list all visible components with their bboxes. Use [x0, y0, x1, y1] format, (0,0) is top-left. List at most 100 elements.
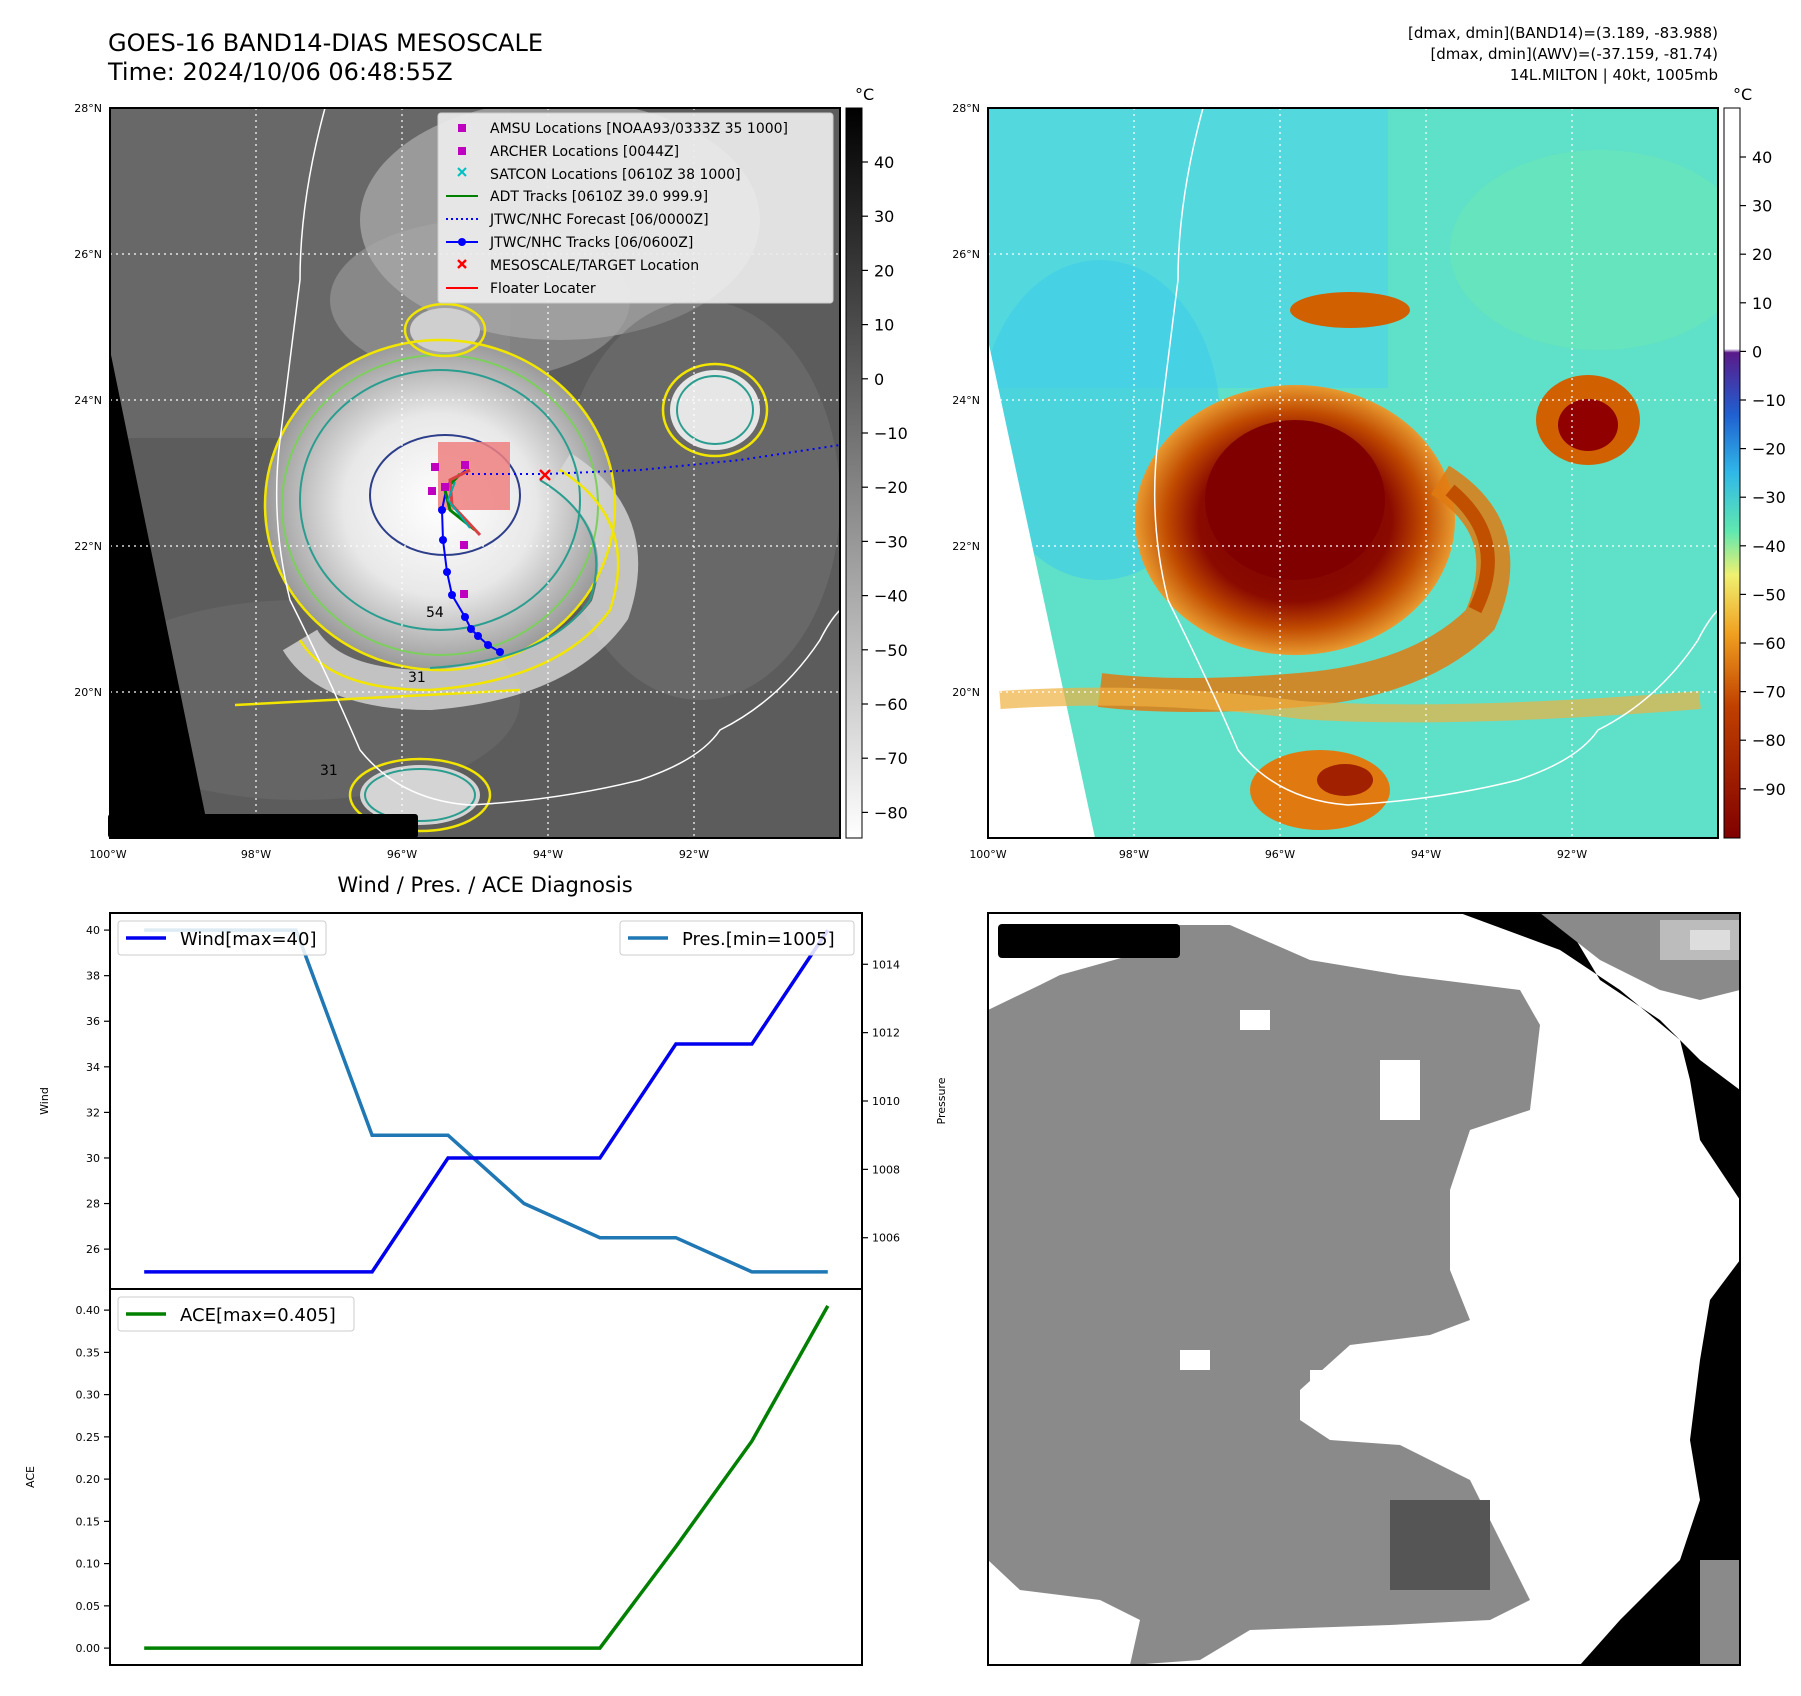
diagnosis-title: Wind / Pres. / ACE Diagnosis	[337, 873, 632, 897]
colorbar-tick-label: 40	[874, 153, 894, 172]
legend-target-x-icon	[457, 259, 467, 269]
pressure-legend: Pres.[min=1005]	[619, 920, 855, 956]
colorbar-unit: °C	[855, 85, 874, 104]
awv-lat-labels: 28°N 26°N 24°N 22°N 20°N	[952, 102, 980, 699]
colorbar-tick-label: −40	[1752, 537, 1786, 556]
awv-lon-labels: 100°W 98°W 96°W 94°W 92°W	[969, 848, 1587, 861]
colorbar-unit: °C	[1733, 85, 1752, 104]
ace-tick-label: 0.20	[76, 1473, 101, 1486]
ace-series-line	[144, 1305, 830, 1650]
wmg-badge	[998, 924, 1180, 958]
lon-label: 92°W	[679, 848, 709, 861]
legend-archer-square-icon	[458, 147, 466, 155]
contour-label: 54	[426, 605, 444, 621]
stats-awv: [dmax, dmin](AWV)=(-37.159, -81.74)	[1430, 45, 1718, 63]
colorbar-tick-label: −80	[1752, 731, 1786, 750]
colorbar-tick-label: −10	[1752, 391, 1786, 410]
wmg-dark-region	[1390, 1500, 1490, 1590]
colorbar-tick-label: 20	[874, 261, 894, 280]
lon-label: 98°W	[1119, 848, 1149, 861]
ace-tick-label: 0.35	[76, 1346, 101, 1359]
legend-jtwc: JTWC/NHC Tracks [06/0600Z]	[489, 235, 693, 251]
colorbar-tick-label: 0	[1752, 342, 1762, 361]
lon-label: 96°W	[387, 848, 417, 861]
band14-map-frame	[109, 107, 841, 839]
colorbar-tick-label: −60	[874, 695, 908, 714]
target-marker	[539, 469, 551, 481]
pressure-legend-label: Pres.[min=1005]	[682, 929, 835, 950]
legend-satcon-x-icon	[457, 167, 467, 177]
pressure-tick-label: 1012	[872, 1027, 900, 1040]
wind-tick-label: 38	[86, 970, 100, 983]
ace-legend-label: ACE[max=0.405]	[180, 1305, 336, 1326]
legend-amsu: AMSU Locations [NOAA93/0333Z 35 1000]	[490, 121, 788, 137]
wind-pressure-chart: Wind Pressure 26 28 30 32 34 36 38 40 1006 1008 1…	[38, 912, 948, 1290]
lat-label: 22°N	[952, 540, 980, 553]
band14-colorbar: °C 40 30 20 10 0 −10 −20 −30 −40 −50 −60 −70 −80	[845, 85, 908, 839]
colorbar-tick-label: 0	[874, 370, 884, 389]
legend-adt: ADT Tracks [0610Z 39.0 999.9]	[490, 189, 708, 205]
pressure-tick-label: 1008	[872, 1163, 900, 1176]
legend-target: MESOSCALE/TARGET Location	[490, 258, 699, 274]
colorbar-tick-label: −40	[874, 587, 908, 606]
ace-frame	[109, 1288, 863, 1666]
colorbar-tick-label: −10	[874, 424, 908, 443]
legend-floater: Floater Locater	[490, 281, 596, 297]
ace-tick-label: 0.25	[76, 1431, 101, 1444]
colorbar-tick-label: 10	[874, 316, 894, 335]
colorbar-tick-label: −70	[874, 749, 908, 768]
colorbar-tick-label: 40	[1752, 148, 1772, 167]
legend-forecast: JTWC/NHC Forecast [06/0000Z]	[489, 212, 709, 228]
lon-label: 96°W	[1265, 848, 1295, 861]
pressure-tick-label: 1006	[872, 1232, 900, 1245]
stats-storm: 14L.MILTON | 40kt, 1005mb	[1510, 66, 1718, 84]
stats-band14: [dmax, dmin](BAND14)=(3.189, -83.988)	[1408, 24, 1718, 42]
colorbar-tick-label: −90	[1752, 780, 1786, 799]
colorbar-tick-label: −50	[874, 641, 908, 660]
contour-label: 31	[408, 670, 426, 686]
colorbar-tick-label: −80	[874, 803, 908, 822]
pressure-tick-label: 1014	[872, 958, 900, 971]
wind-tick-label: 32	[86, 1106, 100, 1119]
legend-jtwc-dot-icon	[458, 238, 466, 246]
lat-label: 20°N	[952, 686, 980, 699]
colorbar-tick-label: −60	[1752, 634, 1786, 653]
wind-legend: Wind[max=40]	[117, 920, 327, 956]
wind-pressure-frame	[109, 912, 863, 1290]
colorbar-tick-label: 10	[1752, 294, 1772, 313]
colorbar-tick-label: 30	[874, 207, 894, 226]
ace-axis-label: ACE	[24, 1466, 37, 1488]
contour-label: 31	[320, 763, 338, 779]
wind-tick-label: 34	[86, 1061, 100, 1074]
amsu-markers	[428, 461, 469, 598]
wind-legend-label: Wind[max=40]	[180, 929, 317, 950]
wmg-frame	[987, 912, 1741, 1666]
wind-tick-label: 36	[86, 1015, 100, 1028]
awv-map	[988, 108, 1718, 838]
figure-time: Time: 2024/10/06 06:48:55Z	[107, 58, 453, 86]
legend-archer: ARCHER Locations [0044Z]	[490, 144, 679, 160]
map-legend: AMSU Locations [NOAA93/0333Z 35 1000] AR…	[437, 112, 834, 304]
ace-chart: ACE 0.00 0.05 0.10 0.15 0.20 0.25 0.30 0.35 0.40…	[24, 1288, 863, 1666]
lon-label: 92°W	[1557, 848, 1587, 861]
awv-map-frame	[987, 107, 1719, 839]
lon-label: 100°W	[89, 848, 126, 861]
ace-legend: ACE[max=0.405]	[117, 1296, 355, 1332]
lat-label: 28°N	[952, 102, 980, 115]
lon-label: 98°W	[241, 848, 271, 861]
wmg-panel: WMG Count: 0	[987, 912, 1741, 1666]
awv-grid	[988, 108, 1718, 838]
wind-axis-label: Wind	[38, 1087, 51, 1115]
ace-tick-label: 0.10	[76, 1558, 101, 1571]
colorbar-tick-label: −30	[874, 532, 908, 551]
ace-tick-label: 0.15	[76, 1515, 101, 1528]
legend-satcon: SATCON Locations [0610Z 38 1000]	[490, 167, 741, 183]
satcon-track	[446, 481, 471, 529]
copyright-text: Copyright © 2020-2024 Dapiya	[112, 818, 374, 836]
band14-lon-labels: 100°W 98°W 96°W 94°W 92°W	[89, 848, 709, 861]
lon-label: 94°W	[1411, 848, 1441, 861]
colorbar-tick-label: −20	[1752, 440, 1786, 459]
lat-label: 24°N	[74, 394, 102, 407]
legend-amsu-square-icon	[458, 124, 466, 132]
